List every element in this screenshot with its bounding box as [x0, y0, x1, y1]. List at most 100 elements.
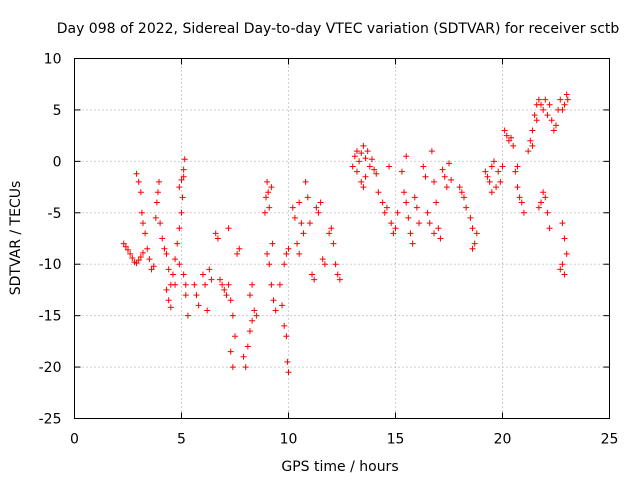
data-point [165, 266, 172, 273]
data-point [193, 292, 200, 299]
data-point [264, 250, 271, 257]
data-point [493, 184, 500, 191]
data-point [467, 214, 474, 221]
data-point [499, 163, 506, 170]
data-point [268, 281, 275, 288]
data-point [390, 230, 397, 237]
data-point [473, 230, 480, 237]
data-point [263, 194, 270, 201]
data-point [165, 297, 172, 304]
data-point [179, 194, 186, 201]
axis-ticks: 0 5 10 15 20 25 -25 -20 -15 -10 -5 0 5 10 [39, 52, 619, 448]
data-point [431, 230, 438, 237]
data-point [265, 189, 272, 196]
data-point [219, 281, 226, 288]
data-point [413, 204, 420, 211]
data-point [559, 220, 566, 227]
data-point [535, 204, 542, 211]
data-point [195, 302, 202, 309]
data-point [296, 250, 303, 257]
data-point [180, 166, 187, 173]
data-point [206, 266, 213, 273]
data-point [484, 173, 491, 180]
data-point [283, 333, 290, 340]
grid [74, 58, 610, 419]
data-point [294, 240, 301, 247]
data-point [383, 204, 390, 211]
data-point [540, 106, 547, 113]
data-point [148, 266, 155, 273]
data-point [135, 178, 142, 185]
data-point [538, 199, 545, 206]
data-point [456, 184, 463, 191]
data-point [139, 220, 146, 227]
data-point [488, 189, 495, 196]
data-point [503, 132, 510, 139]
data-point [169, 271, 176, 278]
data-point [426, 220, 433, 227]
data-point [559, 261, 566, 268]
data-point [202, 281, 209, 288]
data-point [251, 307, 258, 314]
data-point [229, 364, 236, 371]
data-point [306, 220, 313, 227]
data-point [138, 209, 145, 216]
data-point [139, 249, 146, 256]
data-point [439, 166, 446, 173]
data-point [375, 189, 382, 196]
data-point [529, 142, 536, 149]
data-point [334, 271, 341, 278]
data-point [336, 276, 343, 283]
data-point [542, 96, 549, 103]
chart-title: Day 098 of 2022, Sidereal Day-to-day VTE… [57, 21, 620, 37]
data-point [553, 122, 559, 129]
data-point [268, 184, 275, 191]
data-point [364, 148, 371, 155]
data-point [349, 163, 356, 170]
x-tick-label: 10 [280, 432, 298, 448]
data-point [561, 101, 568, 108]
data-point [529, 127, 536, 134]
data-point [214, 235, 221, 242]
data-point [373, 170, 380, 177]
data-point [388, 220, 395, 227]
data-point [317, 199, 324, 206]
data-point [227, 348, 234, 355]
data-point [227, 297, 234, 304]
data-point [178, 176, 185, 183]
data-point [133, 170, 140, 177]
data-point [501, 127, 508, 134]
data-point [229, 312, 236, 319]
data-point [285, 369, 292, 376]
data-point [564, 96, 571, 103]
data-point [156, 178, 163, 185]
x-tick-label: 0 [70, 432, 79, 448]
data-point [546, 225, 553, 232]
data-point [182, 292, 189, 299]
data-point [161, 245, 168, 252]
y-tick-label: -15 [39, 309, 62, 325]
data-point [516, 194, 523, 201]
data-point [163, 250, 170, 257]
data-point [559, 106, 566, 113]
y-tick-label: 5 [53, 103, 62, 119]
data-point [514, 163, 521, 170]
data-point [328, 225, 335, 232]
data-point [362, 155, 369, 162]
data-point [490, 158, 497, 165]
y-tick-label: -25 [39, 412, 62, 428]
data-point [356, 158, 363, 165]
data-point [176, 184, 183, 191]
data-point [291, 214, 298, 221]
data-point [458, 189, 465, 196]
data-point [174, 240, 181, 247]
data-point [362, 173, 369, 180]
data-point [159, 235, 166, 242]
data-point [411, 194, 418, 201]
data-point [129, 255, 136, 262]
data-point [144, 245, 151, 252]
data-point [471, 240, 478, 247]
data-point [276, 281, 283, 288]
data-point [153, 199, 160, 206]
data-point [533, 117, 540, 124]
